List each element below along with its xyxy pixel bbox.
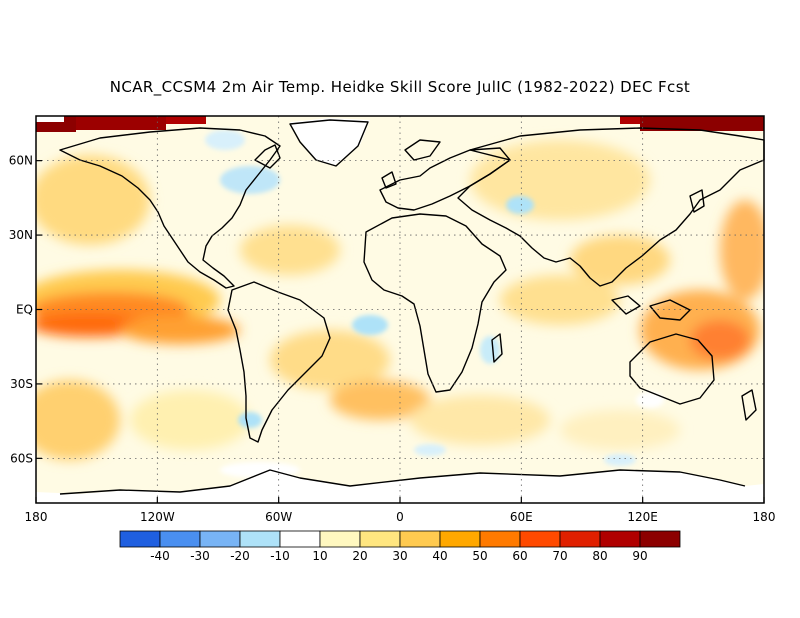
negative-skill-patches [205, 130, 664, 478]
colorbar-label: 50 [472, 549, 487, 563]
colorbar-label: -30 [190, 549, 210, 563]
colorbar-label: -40 [150, 549, 170, 563]
colorbar-label: 10 [312, 549, 327, 563]
lon-tick-label: 60W [265, 510, 292, 524]
lon-tick-label: 60E [510, 510, 533, 524]
colorbar-label: 80 [592, 549, 607, 563]
colorbar: -40 -30 -20 -10 10 20 30 40 50 60 70 80 90 [119, 530, 681, 563]
colorbar-label: 70 [552, 549, 567, 563]
colorbar-label: 40 [432, 549, 447, 563]
lat-tick-label: 60N [9, 154, 33, 168]
colorbar-swatch [519, 530, 561, 548]
colorbar-swatch [359, 530, 401, 548]
colorbar-swatch [599, 530, 641, 548]
colorbar-swatch [279, 530, 321, 548]
colorbar-swatch [319, 530, 361, 548]
lat-tick-label: 30S [10, 377, 33, 391]
graticule [36, 116, 764, 503]
lat-tick-label: 30N [9, 228, 33, 242]
skill-shading [36, 140, 764, 460]
lon-tick-label: 180 [25, 510, 48, 524]
lon-tick-label: 180 [753, 510, 776, 524]
lat-tick-label: 60S [10, 451, 33, 465]
latitude-ticks: 60N 30N EQ 30S 60S [9, 154, 42, 465]
colorbar-label: 20 [352, 549, 367, 563]
lon-tick-label: 120W [140, 510, 175, 524]
colorbar-swatch [159, 530, 201, 548]
colorbar-swatch [479, 530, 521, 548]
longitude-ticks: 180 120W 60W 0 60E 120E 180 [25, 497, 776, 524]
colorbar-swatch [559, 530, 601, 548]
colorbar-swatch [439, 530, 481, 548]
colorbar-label: 90 [632, 549, 647, 563]
colorbar-label: 30 [392, 549, 407, 563]
lon-tick-label: 0 [396, 510, 404, 524]
colorbar-label: -10 [270, 549, 290, 563]
lat-tick-label: EQ [16, 303, 33, 317]
colorbar-swatch [119, 530, 161, 548]
colorbar-swatch [199, 530, 241, 548]
colorbar-label: 60 [512, 549, 527, 563]
colorbar-swatch [639, 530, 681, 548]
colorbar-label: -20 [230, 549, 250, 563]
map-title: NCAR_CCSM4 2m Air Temp. Heidke Skill Sco… [109, 78, 691, 96]
coastlines [59, 119, 765, 495]
lon-tick-label: 120E [627, 510, 658, 524]
colorbar-swatch [239, 530, 281, 548]
colorbar-swatch [399, 530, 441, 548]
